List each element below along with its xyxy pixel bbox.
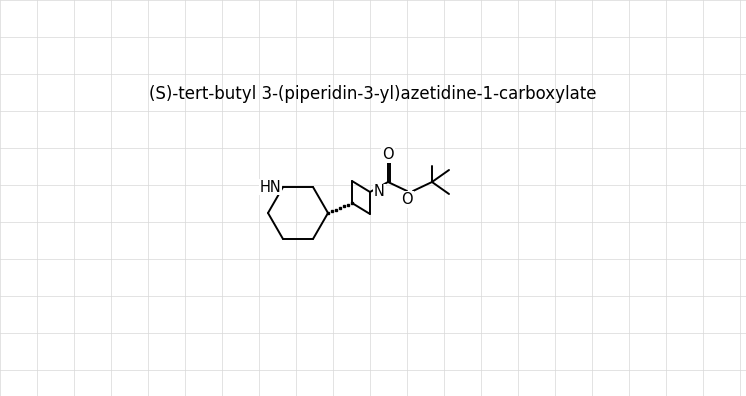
- Text: HN: HN: [260, 179, 281, 194]
- Text: N: N: [374, 185, 385, 200]
- Text: O: O: [401, 192, 413, 207]
- Text: O: O: [382, 147, 394, 162]
- Text: (S)-tert-butyl 3-(piperidin-3-yl)azetidine-1-carboxylate: (S)-tert-butyl 3-(piperidin-3-yl)azetidi…: [149, 85, 597, 103]
